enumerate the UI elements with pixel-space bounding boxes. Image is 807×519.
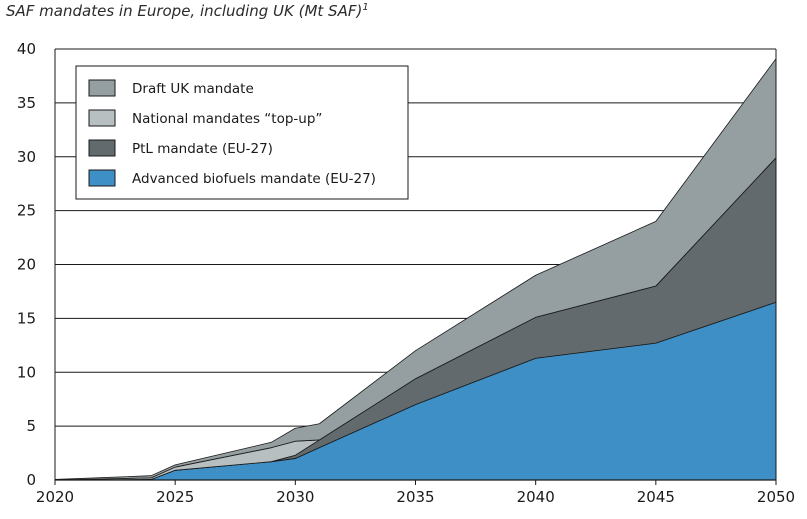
legend-label-draft-uk-mandate: Draft UK mandate (132, 81, 254, 97)
x-tick-label-2045: 2045 (637, 488, 675, 506)
legend-label-national-mandates-top-up: National mandates “top-up” (132, 111, 322, 127)
x-tick-label-2030: 2030 (276, 488, 314, 506)
x-tick-label-2050: 2050 (757, 488, 795, 506)
x-tick-label-2020: 2020 (36, 488, 74, 506)
legend-box (75, 65, 409, 200)
y-tick-label-30: 30 (17, 148, 36, 166)
x-axis-ticks: 2020 2025 2030 2035 2040 2045 2050 (36, 480, 795, 506)
chart-title-footnote: 1 (362, 2, 369, 13)
legend: Draft UK mandate National mandates “top-u… (75, 65, 409, 200)
y-tick-label-10: 10 (17, 363, 36, 381)
y-tick-label-0: 0 (26, 471, 36, 489)
legend-swatch-national-mandates-top-up (88, 109, 116, 127)
legend-swatch-advanced-biofuels-mandate-eu-27 (88, 169, 116, 187)
y-tick-label-20: 20 (17, 256, 36, 274)
x-tick-label-2040: 2040 (517, 488, 555, 506)
legend-swatch-draft-uk-mandate (88, 79, 116, 97)
y-tick-label-25: 25 (17, 202, 36, 220)
y-tick-label-15: 15 (17, 309, 36, 327)
legend-label-ptl-mandate-eu-27: PtL mandate (EU-27) (132, 141, 273, 157)
legend-label-advanced-biofuels-mandate-eu-27: Advanced biofuels mandate (EU-27) (132, 171, 376, 187)
legend-swatch-ptl-mandate-eu-27 (88, 139, 116, 157)
y-tick-label-35: 35 (17, 94, 36, 112)
y-tick-label-40: 40 (17, 40, 36, 58)
x-tick-label-2035: 2035 (396, 488, 434, 506)
chart-title-text: SAF mandates in Europe, including UK (Mt… (6, 2, 363, 20)
y-tick-label-5: 5 (26, 417, 36, 435)
chart-title: SAF mandates in Europe, including UK (Mt… (6, 2, 369, 20)
y-axis-ticks: 0 5 10 15 20 25 30 35 40 (17, 40, 36, 489)
x-tick-label-2025: 2025 (156, 488, 194, 506)
gridlines (55, 48, 776, 427)
